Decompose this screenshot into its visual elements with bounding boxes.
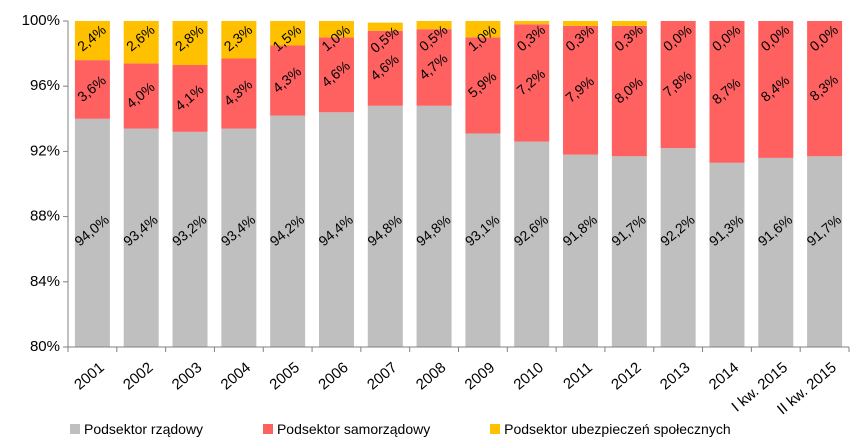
bar-rzadowy-9 <box>514 141 550 347</box>
bar-samorzadowy-7 <box>416 29 452 106</box>
bar-rzadowy-14 <box>758 157 794 347</box>
legend-swatch-rzadowy <box>70 424 80 434</box>
bar-samorzadowy-4 <box>270 45 306 116</box>
x-tick-label-3: 2004 <box>218 359 254 393</box>
bar-rzadowy-2 <box>172 131 208 347</box>
bar-ubezpieczen-11 <box>611 21 647 26</box>
bar-ubezpieczen-8 <box>465 21 501 38</box>
x-tick-label-1: 2002 <box>120 359 156 393</box>
x-tick-label-10: 2011 <box>560 359 596 393</box>
bar-ubezpieczen-9 <box>514 21 550 25</box>
x-tick-label-9: 2010 <box>510 359 546 393</box>
bar-ubezpieczen-4 <box>270 21 306 46</box>
bar-samorzadowy-10 <box>563 25 599 155</box>
y-tick-label-3: 92% <box>30 142 60 159</box>
bar-samorzadowy-0 <box>74 60 110 119</box>
x-tick-label-8: 2009 <box>462 359 498 393</box>
y-tick-label-0: 80% <box>30 338 60 355</box>
bar-rzadowy-11 <box>611 156 647 347</box>
bar-rzadowy-3 <box>221 128 257 347</box>
legend: Podsektor rządowy Podsektor samorządowy … <box>70 421 731 437</box>
bar-ubezpieczen-0 <box>74 21 110 61</box>
legend-item-samorzadowy: Podsektor samorządowy <box>262 421 431 437</box>
bar-rzadowy-13 <box>709 162 745 347</box>
x-tick-label-13: 2014 <box>706 359 742 393</box>
y-tick-label-2: 88% <box>30 208 60 225</box>
legend-swatch-samorzadowy <box>262 424 273 434</box>
bar-samorzadowy-13 <box>709 21 745 163</box>
x-tick-label-4: 2005 <box>266 359 302 393</box>
legend-label-samorzadowy: Podsektor samorządowy <box>276 421 431 437</box>
legend-label-rzadowy: Podsektor rządowy <box>84 421 204 437</box>
bar-samorzadowy-14 <box>758 21 794 158</box>
x-tick-label-11: 2012 <box>608 359 644 393</box>
bar-rzadowy-12 <box>660 148 696 347</box>
bar-rzadowy-10 <box>563 154 599 347</box>
bar-ubezpieczen-6 <box>367 22 403 31</box>
bar-rzadowy-6 <box>367 105 403 347</box>
bar-samorzadowy-1 <box>123 63 159 129</box>
y-tick-label-1: 84% <box>30 273 60 290</box>
x-tick-label-0: 2001 <box>71 359 107 393</box>
bar-samorzadowy-3 <box>221 58 257 129</box>
legend-label-ubezpieczen: Podsektor ubezpieczeń społecznych <box>504 421 731 437</box>
bar-rzadowy-15 <box>807 156 843 347</box>
bar-rzadowy-7 <box>416 105 452 347</box>
x-tick-label-6: 2007 <box>364 359 400 393</box>
bar-ubezpieczen-1 <box>123 21 159 64</box>
y-tick-label-5: 100% <box>22 12 60 29</box>
bar-ubezpieczen-7 <box>416 21 452 30</box>
bar-rzadowy-1 <box>123 128 159 347</box>
x-tick-label-2: 2003 <box>169 359 205 393</box>
bar-samorzadowy-11 <box>611 25 647 157</box>
bar-rzadowy-5 <box>318 112 354 347</box>
bar-rzadowy-0 <box>74 118 110 347</box>
legend-item-ubezpieczen: Podsektor ubezpieczeń społecznych <box>490 421 731 437</box>
bar-rzadowy-4 <box>270 115 306 347</box>
legend-item-rzadowy: Podsektor rządowy <box>70 421 203 437</box>
bar-ubezpieczen-10 <box>563 21 599 26</box>
bar-ubezpieczen-3 <box>221 21 257 59</box>
bar-samorzadowy-5 <box>318 37 354 113</box>
bar-samorzadowy-15 <box>807 21 843 157</box>
bar-samorzadowy-2 <box>172 65 208 132</box>
y-tick-label-4: 96% <box>30 77 60 94</box>
bar-ubezpieczen-2 <box>172 21 208 66</box>
bar-ubezpieczen-5 <box>318 21 354 38</box>
legend-swatch-ubezpieczen <box>490 424 501 434</box>
bar-rzadowy-8 <box>465 133 501 347</box>
x-tick-label-5: 2006 <box>315 359 351 393</box>
x-tick-label-7: 2008 <box>413 359 449 393</box>
bar-samorzadowy-9 <box>514 24 550 142</box>
bar-samorzadowy-8 <box>465 37 501 134</box>
bar-samorzadowy-12 <box>660 21 696 149</box>
x-tick-label-12: 2013 <box>657 359 693 393</box>
bar-samorzadowy-6 <box>367 30 403 106</box>
